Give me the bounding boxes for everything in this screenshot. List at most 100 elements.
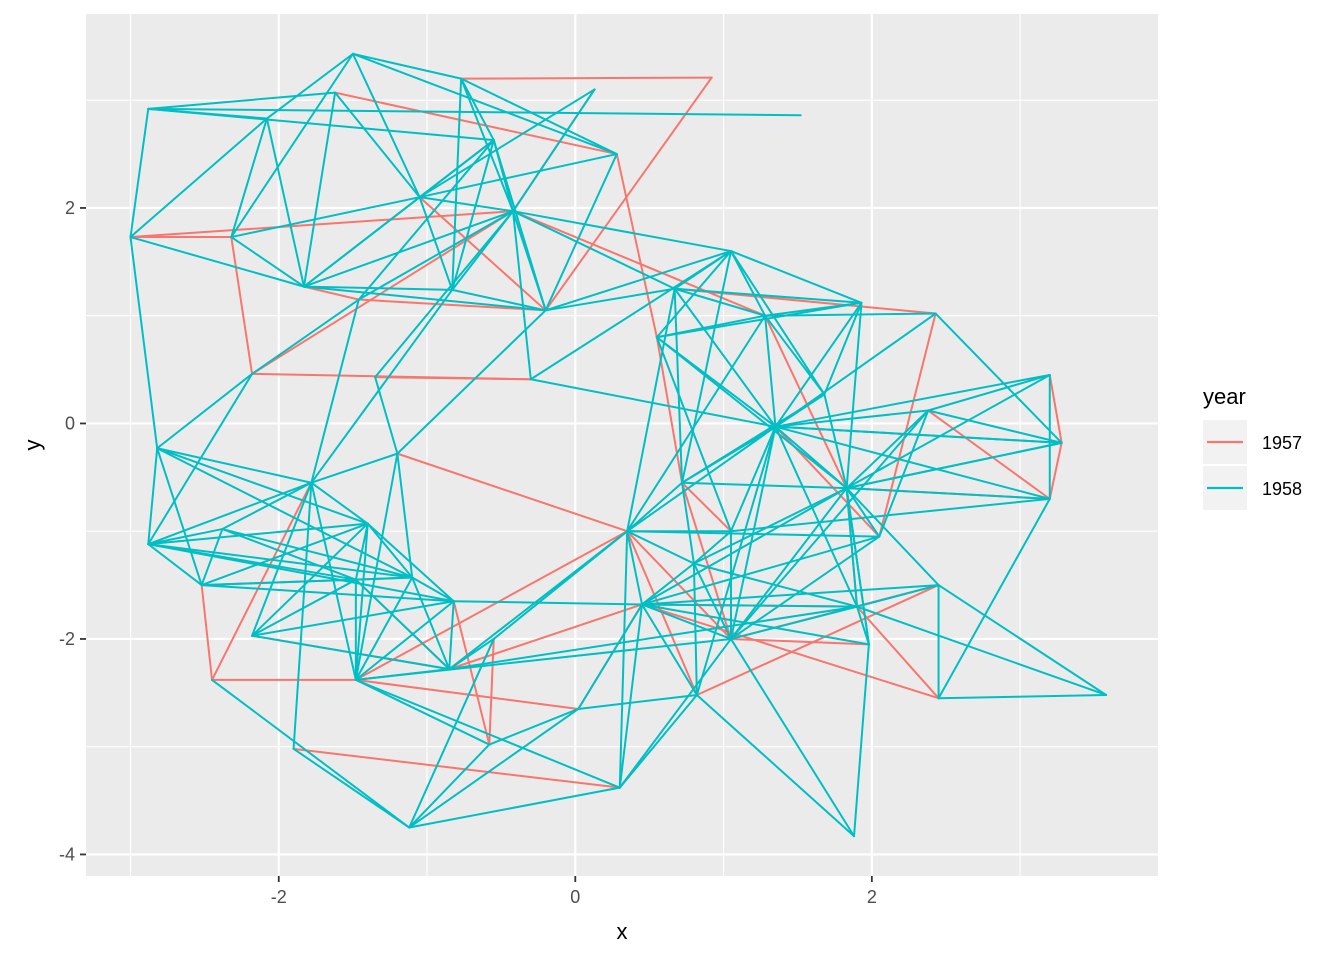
edge-1958-15	[351, 52, 421, 199]
edge-1958-66	[673, 287, 777, 428]
edge-1958-158	[411, 576, 455, 603]
edge-1958-152	[354, 576, 414, 581]
edge-1958-30	[451, 77, 463, 291]
edge-1958-46	[512, 88, 596, 213]
edge-1958-190	[692, 562, 698, 696]
edge-1958-207	[681, 481, 695, 565]
edge-1958-97	[845, 409, 930, 490]
edge-1958-33	[460, 77, 618, 156]
edge-1958-42	[512, 210, 676, 290]
edge-1957-24	[396, 452, 629, 533]
edge-1957-23	[211, 481, 313, 681]
edge-1958-127	[147, 528, 224, 546]
edge-1958-156	[396, 452, 414, 579]
edge-1958-61	[729, 250, 863, 304]
edge-1958-41	[512, 210, 732, 253]
edge-1958-160	[411, 576, 451, 671]
edge-1958-182	[618, 693, 698, 789]
edge-1958-76	[764, 312, 937, 317]
edge-1957-28	[452, 600, 491, 746]
edge-1958-178	[408, 707, 580, 829]
edge-1958-151	[251, 522, 369, 637]
edge-1958-3	[147, 107, 495, 142]
x-tick-label-2: 2	[867, 887, 877, 907]
edge-1958-93	[774, 425, 859, 608]
edge-1958-110	[774, 425, 1063, 444]
edge-1958-176	[488, 707, 580, 746]
edge-1958-163	[448, 600, 455, 671]
edge-1958-35	[451, 288, 547, 312]
edge-1958-98	[845, 373, 1051, 490]
edge-1958-181	[618, 637, 732, 789]
edge-1958-103	[641, 487, 848, 606]
edge-1958-143	[310, 452, 399, 484]
edge-1958-79	[845, 301, 863, 490]
edge-1958-60	[729, 250, 767, 317]
edge-1958-140	[200, 584, 455, 603]
edge-1958-124	[156, 447, 203, 587]
edge-1958-186	[641, 603, 859, 608]
edge-1957-30	[354, 530, 629, 681]
edge-1958-13	[334, 91, 421, 199]
edge-1958-192	[729, 605, 859, 640]
edge-1958-116	[692, 530, 732, 565]
edge-1958-0	[129, 107, 150, 239]
edge-1958-89	[774, 425, 1051, 500]
edge-1958-9	[230, 196, 421, 239]
edge-1958-24	[357, 210, 515, 301]
legend-label-1958: 1958	[1262, 479, 1302, 499]
legend: year 1957 1958	[1203, 384, 1302, 510]
edge-1958-132	[147, 543, 455, 603]
edge-1958-173	[492, 530, 629, 640]
edge-1958-78	[774, 301, 863, 428]
edge-1958-147	[354, 522, 369, 581]
edge-1958-177	[408, 786, 621, 829]
edge-1957-21	[374, 376, 532, 381]
edge-1958-142	[310, 481, 369, 525]
edge-1958-32	[460, 77, 515, 213]
edge-1957-7	[357, 298, 547, 312]
edge-1958-128	[147, 481, 313, 546]
edge-1958-100	[845, 487, 881, 538]
edge-1958-121	[618, 530, 629, 789]
edge-1958-44	[544, 250, 732, 312]
edge-1958-12	[265, 117, 305, 288]
edge-1958-51	[156, 372, 254, 450]
edge-1958-58	[673, 250, 732, 290]
edge-1958-69	[655, 301, 863, 339]
edge-1957-20	[1048, 441, 1063, 500]
edge-1957-40	[626, 530, 732, 640]
edge-1958-193	[729, 637, 856, 838]
y-tick-label-1: -2	[59, 629, 75, 649]
edge-1958-118	[626, 530, 644, 606]
edge-1958-165	[251, 634, 451, 671]
edge-1958-199	[845, 487, 859, 608]
edge-1958-54	[129, 236, 159, 450]
edge-1958-11	[265, 52, 354, 120]
edge-1958-144	[251, 481, 313, 637]
edge-1957-38	[695, 584, 940, 696]
edge-1958-201	[937, 584, 1108, 696]
edge-1958-120	[626, 314, 767, 533]
edge-1957-13	[512, 210, 767, 317]
edge-1958-74	[764, 314, 826, 396]
edge-1958-212	[354, 637, 732, 681]
x-tick-label-0: -2	[271, 887, 287, 907]
edge-1958-40	[512, 210, 532, 381]
x-tick-label-1: 0	[570, 887, 580, 907]
y-tick-label-3: 2	[65, 198, 75, 218]
edge-1958-183	[641, 562, 695, 606]
edge-1958-126	[156, 447, 414, 579]
edge-1957-19	[1048, 373, 1063, 444]
legend-label-1957: 1957	[1262, 433, 1302, 453]
edge-1957-15	[764, 314, 848, 490]
edge-1957-39	[856, 605, 940, 700]
edge-1958-159	[354, 576, 414, 681]
y-axis-title: y	[20, 440, 45, 451]
edge-1957-8	[418, 196, 547, 312]
edge-1958-71	[655, 336, 848, 490]
edge-1957-6	[302, 285, 360, 301]
edge-1958-136	[221, 528, 357, 581]
edge-1958-81	[934, 312, 1063, 444]
edge-1958-210	[577, 693, 698, 710]
